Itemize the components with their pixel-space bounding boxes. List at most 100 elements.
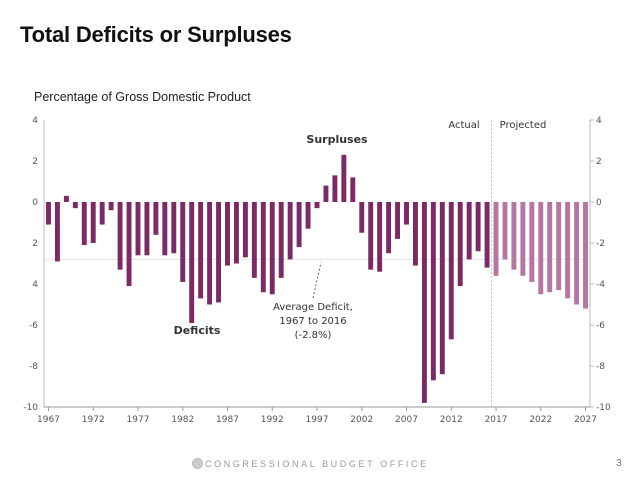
y-tick-right: -2 bbox=[596, 239, 605, 249]
bar-2026 bbox=[574, 202, 580, 305]
bar-1992 bbox=[269, 202, 275, 295]
bar-2009 bbox=[421, 202, 427, 403]
bar-1997 bbox=[314, 202, 320, 209]
bar-1991 bbox=[260, 202, 266, 293]
y-tick-right: 0 bbox=[596, 198, 602, 208]
bar-2007 bbox=[404, 202, 409, 225]
average-pointer bbox=[312, 262, 322, 299]
bar-1968 bbox=[54, 202, 60, 262]
bar-2024 bbox=[556, 202, 562, 291]
bar-1999 bbox=[332, 175, 338, 202]
bar-1980 bbox=[162, 202, 168, 256]
x-tick-2007: 2007 bbox=[395, 415, 418, 425]
bar-1986 bbox=[216, 202, 222, 303]
bar-2025 bbox=[565, 202, 571, 299]
bar-1994 bbox=[287, 202, 293, 260]
x-tick-1967: 1967 bbox=[37, 415, 60, 425]
bar-2023 bbox=[547, 202, 553, 293]
bars bbox=[46, 154, 588, 403]
y-tick-right: 2 bbox=[596, 157, 602, 167]
bar-1970 bbox=[72, 202, 78, 209]
average-annotation-line1: Average Deficit, bbox=[273, 302, 353, 313]
bar-1969 bbox=[63, 195, 69, 202]
x-tick-2027: 2027 bbox=[574, 415, 597, 425]
bar-1995 bbox=[296, 202, 302, 248]
actual-label: Actual bbox=[448, 120, 479, 131]
bar-1979 bbox=[153, 202, 159, 235]
y-tick-left: 4 bbox=[32, 116, 38, 126]
x-tick-2002: 2002 bbox=[350, 415, 373, 425]
bar-1996 bbox=[305, 202, 311, 229]
bar-2011 bbox=[439, 202, 445, 375]
bar-1993 bbox=[278, 202, 284, 278]
bar-1985 bbox=[207, 202, 213, 305]
bar-1984 bbox=[198, 202, 204, 299]
cbo-logo-icon bbox=[192, 458, 203, 469]
bar-2013 bbox=[457, 202, 463, 287]
x-tick-2017: 2017 bbox=[485, 415, 508, 425]
y-tick-left: -10 bbox=[23, 403, 38, 413]
y-tick-right: 4 bbox=[596, 116, 602, 126]
x-tick-2022: 2022 bbox=[529, 415, 552, 425]
y-tick-left: 2 bbox=[32, 239, 38, 249]
y-tick-right: -10 bbox=[596, 403, 611, 413]
x-tick-1982: 1982 bbox=[171, 415, 194, 425]
y-tick-right: -6 bbox=[596, 321, 605, 331]
bar-2006 bbox=[395, 202, 401, 239]
x-tick-1992: 1992 bbox=[261, 415, 284, 425]
bar-2014 bbox=[466, 202, 472, 260]
bar-1988 bbox=[233, 202, 239, 264]
x-tick-2012: 2012 bbox=[440, 415, 463, 425]
bar-2000 bbox=[341, 154, 347, 202]
average-line-group bbox=[44, 120, 590, 407]
bar-1982 bbox=[180, 202, 186, 282]
y-tick-right: -8 bbox=[596, 362, 605, 372]
average-annotation-line3: (-2.8%) bbox=[295, 330, 332, 341]
bar-1981 bbox=[171, 202, 177, 254]
bar-1987 bbox=[225, 202, 230, 266]
annotations: Surpluses Deficits Average Deficit, 1967… bbox=[174, 120, 547, 341]
bar-1971 bbox=[81, 202, 87, 246]
y-tick-right: -4 bbox=[596, 280, 605, 290]
x-tick-1997: 1997 bbox=[306, 415, 329, 425]
chart-axes bbox=[43, 120, 591, 408]
page-number: 3 bbox=[616, 458, 622, 469]
bar-2005 bbox=[386, 202, 392, 254]
projected-label: Projected bbox=[500, 120, 547, 131]
bar-2016 bbox=[484, 202, 490, 268]
bar-1989 bbox=[242, 202, 248, 258]
bar-1998 bbox=[323, 185, 329, 202]
bar-1975 bbox=[117, 202, 123, 270]
y-tick-left: 2 bbox=[32, 157, 38, 167]
chart-subtitle: Percentage of Gross Domestic Product bbox=[34, 90, 251, 104]
bar-1990 bbox=[251, 202, 257, 278]
bar-1972 bbox=[90, 202, 96, 243]
bar-1973 bbox=[99, 202, 105, 225]
slide-title: Total Deficits or Surpluses bbox=[20, 22, 292, 47]
bar-1983 bbox=[189, 202, 195, 323]
deficits-label: Deficits bbox=[174, 324, 221, 337]
average-annotation-line2: 1967 to 2016 bbox=[279, 316, 346, 327]
bar-1976 bbox=[126, 202, 132, 287]
x-tick-1972: 1972 bbox=[82, 415, 105, 425]
y-tick-left: -8 bbox=[29, 362, 38, 372]
bar-2017 bbox=[493, 202, 499, 276]
bar-2020 bbox=[520, 202, 526, 276]
y-tick-left: 0 bbox=[32, 198, 38, 208]
bar-2021 bbox=[529, 202, 535, 282]
x-tick-1977: 1977 bbox=[127, 415, 150, 425]
bar-2027 bbox=[583, 202, 588, 309]
bar-2018 bbox=[502, 202, 508, 260]
bar-1974 bbox=[108, 202, 114, 211]
bar-1977 bbox=[135, 202, 141, 256]
bar-2002 bbox=[359, 202, 365, 233]
bar-2008 bbox=[412, 202, 418, 266]
bar-2015 bbox=[475, 202, 481, 252]
bar-1967 bbox=[46, 202, 51, 225]
bar-2004 bbox=[377, 202, 383, 272]
bar-2003 bbox=[368, 202, 374, 270]
y-tick-left: -6 bbox=[29, 321, 38, 331]
bar-2001 bbox=[350, 177, 356, 202]
